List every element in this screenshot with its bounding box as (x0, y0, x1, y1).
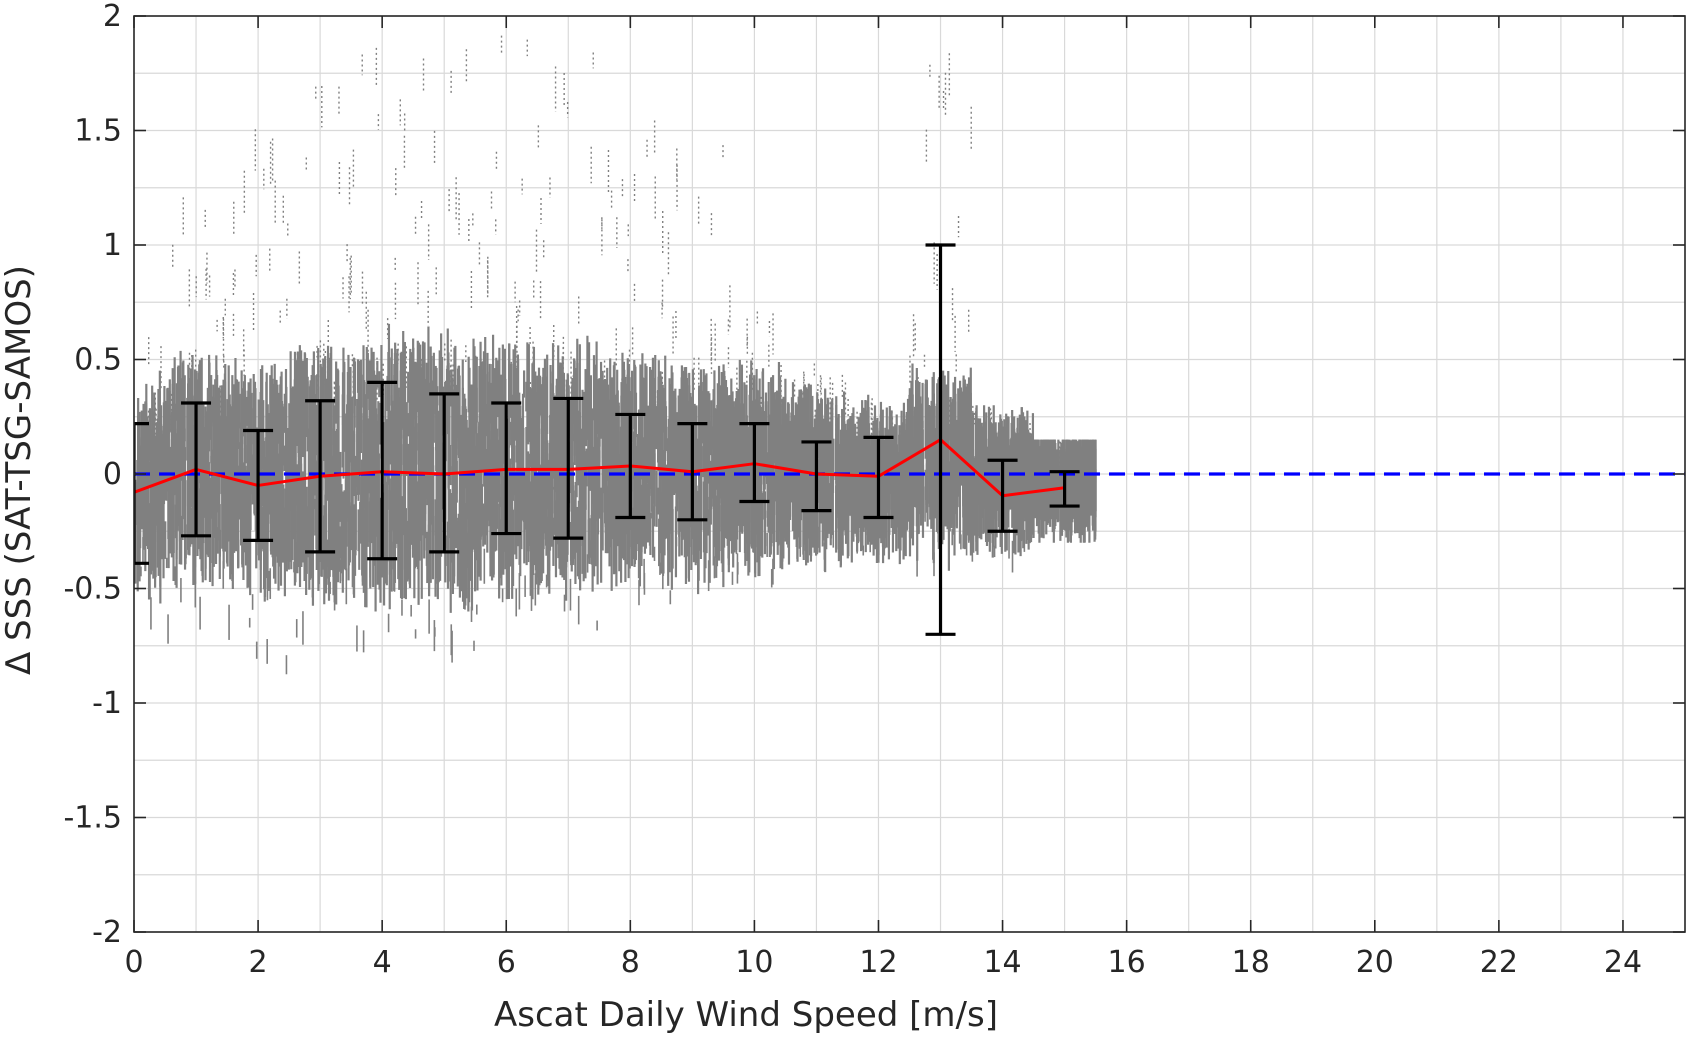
x-axis-ticks: 0 2 4 6 8 10 12 14 16 18 20 22 24 (124, 16, 1642, 980)
x-tick-label: 6 (497, 945, 516, 980)
y-tick-label: 0.5 (74, 343, 122, 378)
error-bar (739, 422, 770, 504)
mean-line (134, 438, 1065, 498)
x-tick-label: 24 (1604, 945, 1642, 980)
scatter-bin (598, 120, 663, 606)
y-tick-label: -1.5 (63, 801, 122, 836)
scatter-bin (412, 49, 477, 663)
error-bar (677, 422, 708, 522)
x-tick-label: 4 (373, 945, 392, 980)
scatter-bin (164, 197, 229, 644)
error-bar (367, 380, 398, 561)
scatter-bin (350, 47, 415, 653)
error-bar (134, 422, 149, 565)
error-bar (987, 458, 1018, 533)
x-tick-label: 14 (983, 945, 1021, 980)
y-tick-label: -2 (92, 915, 122, 950)
x-tick-label: 22 (1480, 945, 1518, 980)
error-bar (801, 440, 832, 513)
scatter-bin (134, 337, 166, 630)
error-bar (429, 392, 460, 554)
error-bars (134, 243, 1080, 636)
x-tick-label: 10 (735, 945, 773, 980)
y-tick-label: 1 (103, 228, 122, 263)
error-bar (925, 243, 956, 636)
x-tick-label: 20 (1356, 945, 1394, 980)
y-tick-label: -1 (92, 686, 122, 721)
x-tick-label: 12 (859, 945, 897, 980)
error-bar (553, 396, 584, 540)
scatter-bin (536, 52, 601, 631)
x-tick-label: 0 (124, 945, 143, 980)
y-axis-ticks: 2 1.5 1 0.5 0 -0.5 -1 -1.5 -2 (63, 0, 1685, 950)
x-axis-label: Ascat Daily Wind Speed [m/s] (494, 995, 998, 1035)
mean-line-path (134, 438, 1065, 498)
x-tick-label: 8 (621, 945, 640, 980)
error-bar (491, 401, 522, 536)
y-tick-label: -0.5 (63, 572, 122, 607)
scatter-bin (722, 285, 787, 588)
error-bar (1049, 470, 1080, 508)
x-tick-label: 16 (1108, 945, 1146, 980)
y-axis-label: Δ SSS (SAT-TSG-SAMOS) (0, 265, 39, 675)
error-bar (243, 428, 274, 543)
error-bar (863, 435, 894, 520)
x-tick-label: 2 (249, 945, 268, 980)
y-tick-label: 2 (103, 0, 122, 34)
error-bar (615, 412, 646, 520)
x-tick-label: 18 (1232, 945, 1270, 980)
error-bar (181, 401, 212, 538)
y-tick-label: 1.5 (74, 114, 122, 149)
error-bar (305, 399, 336, 554)
y-tick-label: 0 (103, 457, 122, 492)
